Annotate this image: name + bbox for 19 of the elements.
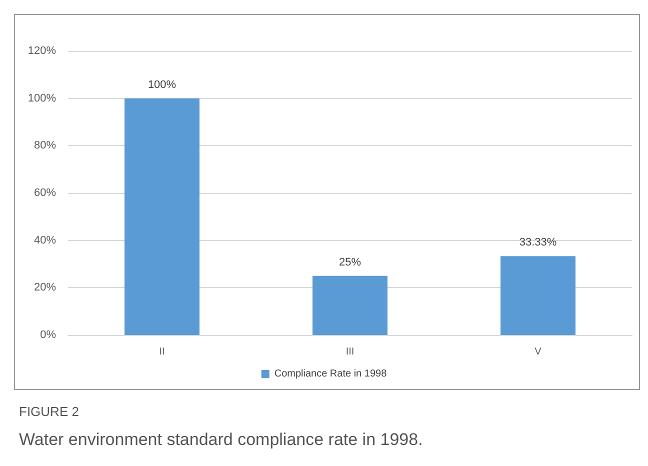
x-tick-label: II	[159, 346, 165, 358]
data-label: 33.33%	[519, 236, 557, 249]
text: Water environment standard compliance rate in 1998.	[19, 430, 423, 449]
bar	[500, 256, 576, 335]
y-tick-label: 0%	[40, 329, 56, 341]
caption: FIGURE 2	[19, 404, 79, 419]
bar	[312, 276, 388, 335]
y-tick-label: 120%	[28, 45, 56, 57]
legend-label: Compliance Rate in 1998	[274, 368, 388, 380]
y-tick-label: 60%	[34, 187, 56, 199]
y-tick-label: 80%	[34, 140, 56, 152]
y-tick-label: 40%	[34, 234, 56, 246]
x-tick-label: V	[534, 346, 542, 358]
data-label: 25%	[338, 256, 362, 268]
data-label: 100%	[148, 78, 176, 91]
y-tick-label: 100%	[28, 92, 56, 104]
y-tick-label: 20%	[34, 282, 56, 294]
bar	[124, 98, 200, 335]
x-tick-label: III	[346, 346, 354, 358]
